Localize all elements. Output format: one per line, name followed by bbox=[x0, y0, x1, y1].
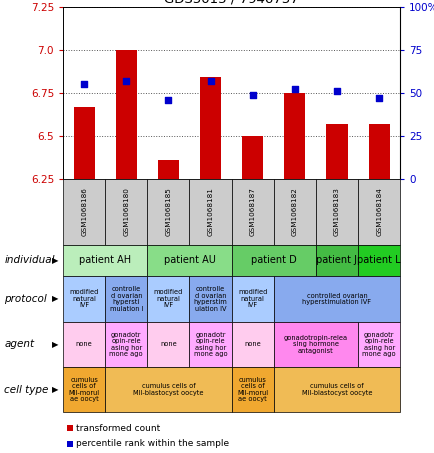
Bar bbox=[284, 93, 305, 179]
Text: gonadotr
opin-rele
asing hor
mone ago: gonadotr opin-rele asing hor mone ago bbox=[109, 332, 143, 357]
Point bbox=[122, 77, 129, 84]
Text: percentile rank within the sample: percentile rank within the sample bbox=[76, 439, 229, 448]
Bar bbox=[115, 50, 137, 179]
Text: cumulus cells of
MII-blastocyst oocyte: cumulus cells of MII-blastocyst oocyte bbox=[133, 383, 203, 396]
Text: patient D: patient D bbox=[250, 255, 296, 265]
Text: none: none bbox=[244, 341, 260, 347]
Point bbox=[291, 86, 298, 93]
Text: ▶: ▶ bbox=[52, 294, 59, 304]
Bar bbox=[200, 77, 220, 179]
Text: controlle
d ovarian
hypersti
mulation I: controlle d ovarian hypersti mulation I bbox=[109, 286, 143, 312]
Bar bbox=[368, 124, 389, 179]
Text: modified
natural
IVF: modified natural IVF bbox=[237, 289, 267, 308]
Text: GSM1068182: GSM1068182 bbox=[291, 188, 297, 236]
Text: GSM1068187: GSM1068187 bbox=[249, 188, 255, 236]
Point bbox=[80, 81, 87, 88]
Text: modified
natural
IVF: modified natural IVF bbox=[69, 289, 99, 308]
Text: ▶: ▶ bbox=[52, 256, 59, 265]
Bar bbox=[158, 160, 178, 179]
Bar bbox=[73, 106, 95, 179]
Text: none: none bbox=[76, 341, 92, 347]
Text: gonadotropin-relea
sing hormone
antagonist: gonadotropin-relea sing hormone antagoni… bbox=[283, 335, 347, 354]
Text: controlle
d ovarian
hyperstim
ulation IV: controlle d ovarian hyperstim ulation IV bbox=[193, 286, 227, 312]
Text: gonadotr
opin-rele
asing hor
mone ago: gonadotr opin-rele asing hor mone ago bbox=[362, 332, 395, 357]
Text: GSM1068184: GSM1068184 bbox=[375, 188, 381, 236]
Text: gonadotr
opin-rele
asing hor
mone ago: gonadotr opin-rele asing hor mone ago bbox=[193, 332, 227, 357]
Text: cell type: cell type bbox=[4, 385, 49, 395]
Title: GDS5015 / 7946757: GDS5015 / 7946757 bbox=[164, 0, 298, 5]
Text: GSM1068180: GSM1068180 bbox=[123, 188, 129, 236]
Text: protocol: protocol bbox=[4, 294, 47, 304]
Point bbox=[375, 94, 382, 101]
Text: GSM1068185: GSM1068185 bbox=[165, 188, 171, 236]
Text: cumulus cells of
MII-blastocyst oocyte: cumulus cells of MII-blastocyst oocyte bbox=[301, 383, 372, 396]
Text: controlled ovarian
hyperstimulation IVF: controlled ovarian hyperstimulation IVF bbox=[302, 293, 371, 305]
Text: ▶: ▶ bbox=[52, 385, 59, 394]
Point bbox=[249, 91, 256, 98]
Text: GSM1068186: GSM1068186 bbox=[81, 188, 87, 236]
Text: individual: individual bbox=[4, 255, 55, 265]
Bar bbox=[242, 136, 263, 179]
Text: agent: agent bbox=[4, 339, 34, 349]
Text: cumulus
cells of
MII-morul
ae oocyt: cumulus cells of MII-morul ae oocyt bbox=[69, 377, 99, 402]
Text: transformed count: transformed count bbox=[76, 424, 160, 433]
Bar bbox=[326, 124, 347, 179]
Point bbox=[333, 87, 340, 95]
Point bbox=[207, 77, 214, 84]
Text: none: none bbox=[160, 341, 176, 347]
Text: patient AH: patient AH bbox=[79, 255, 131, 265]
Text: patient J: patient J bbox=[316, 255, 357, 265]
Text: GSM1068181: GSM1068181 bbox=[207, 188, 213, 236]
Text: modified
natural
IVF: modified natural IVF bbox=[153, 289, 183, 308]
Text: GSM1068183: GSM1068183 bbox=[333, 188, 339, 236]
Point bbox=[164, 96, 171, 103]
Text: ▶: ▶ bbox=[52, 340, 59, 349]
Text: patient AU: patient AU bbox=[163, 255, 215, 265]
Text: patient L: patient L bbox=[356, 255, 400, 265]
Text: cumulus
cells of
MII-morul
ae oocyt: cumulus cells of MII-morul ae oocyt bbox=[237, 377, 268, 402]
